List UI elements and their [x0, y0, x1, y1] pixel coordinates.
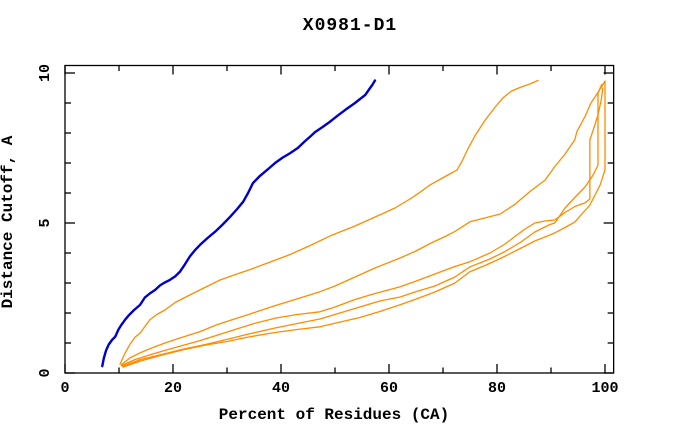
x-tick-label: 100 [591, 380, 618, 397]
y-tick-label: 10 [37, 64, 54, 82]
orange-curve-5 [122, 80, 606, 368]
plot-frame [64, 64, 615, 374]
x-tick-label: 60 [380, 380, 398, 397]
orange-curve-2 [120, 80, 606, 366]
x-tick-label: 80 [488, 380, 506, 397]
y-tick-label: 5 [37, 218, 54, 227]
y-tick-label: 0 [37, 368, 54, 377]
chart-title: X0981-D1 [302, 16, 398, 36]
blue-curve [101, 79, 377, 368]
x-tick-label: 0 [60, 380, 69, 397]
x-tick-label: 20 [164, 380, 182, 397]
x-tick-label: 40 [272, 380, 290, 397]
orange-curve-1 [119, 79, 539, 365]
orange-curve-4 [121, 83, 603, 368]
orange-curve-3 [121, 87, 604, 367]
x-axis-label: Percent of Residues (CA) [218, 406, 450, 424]
